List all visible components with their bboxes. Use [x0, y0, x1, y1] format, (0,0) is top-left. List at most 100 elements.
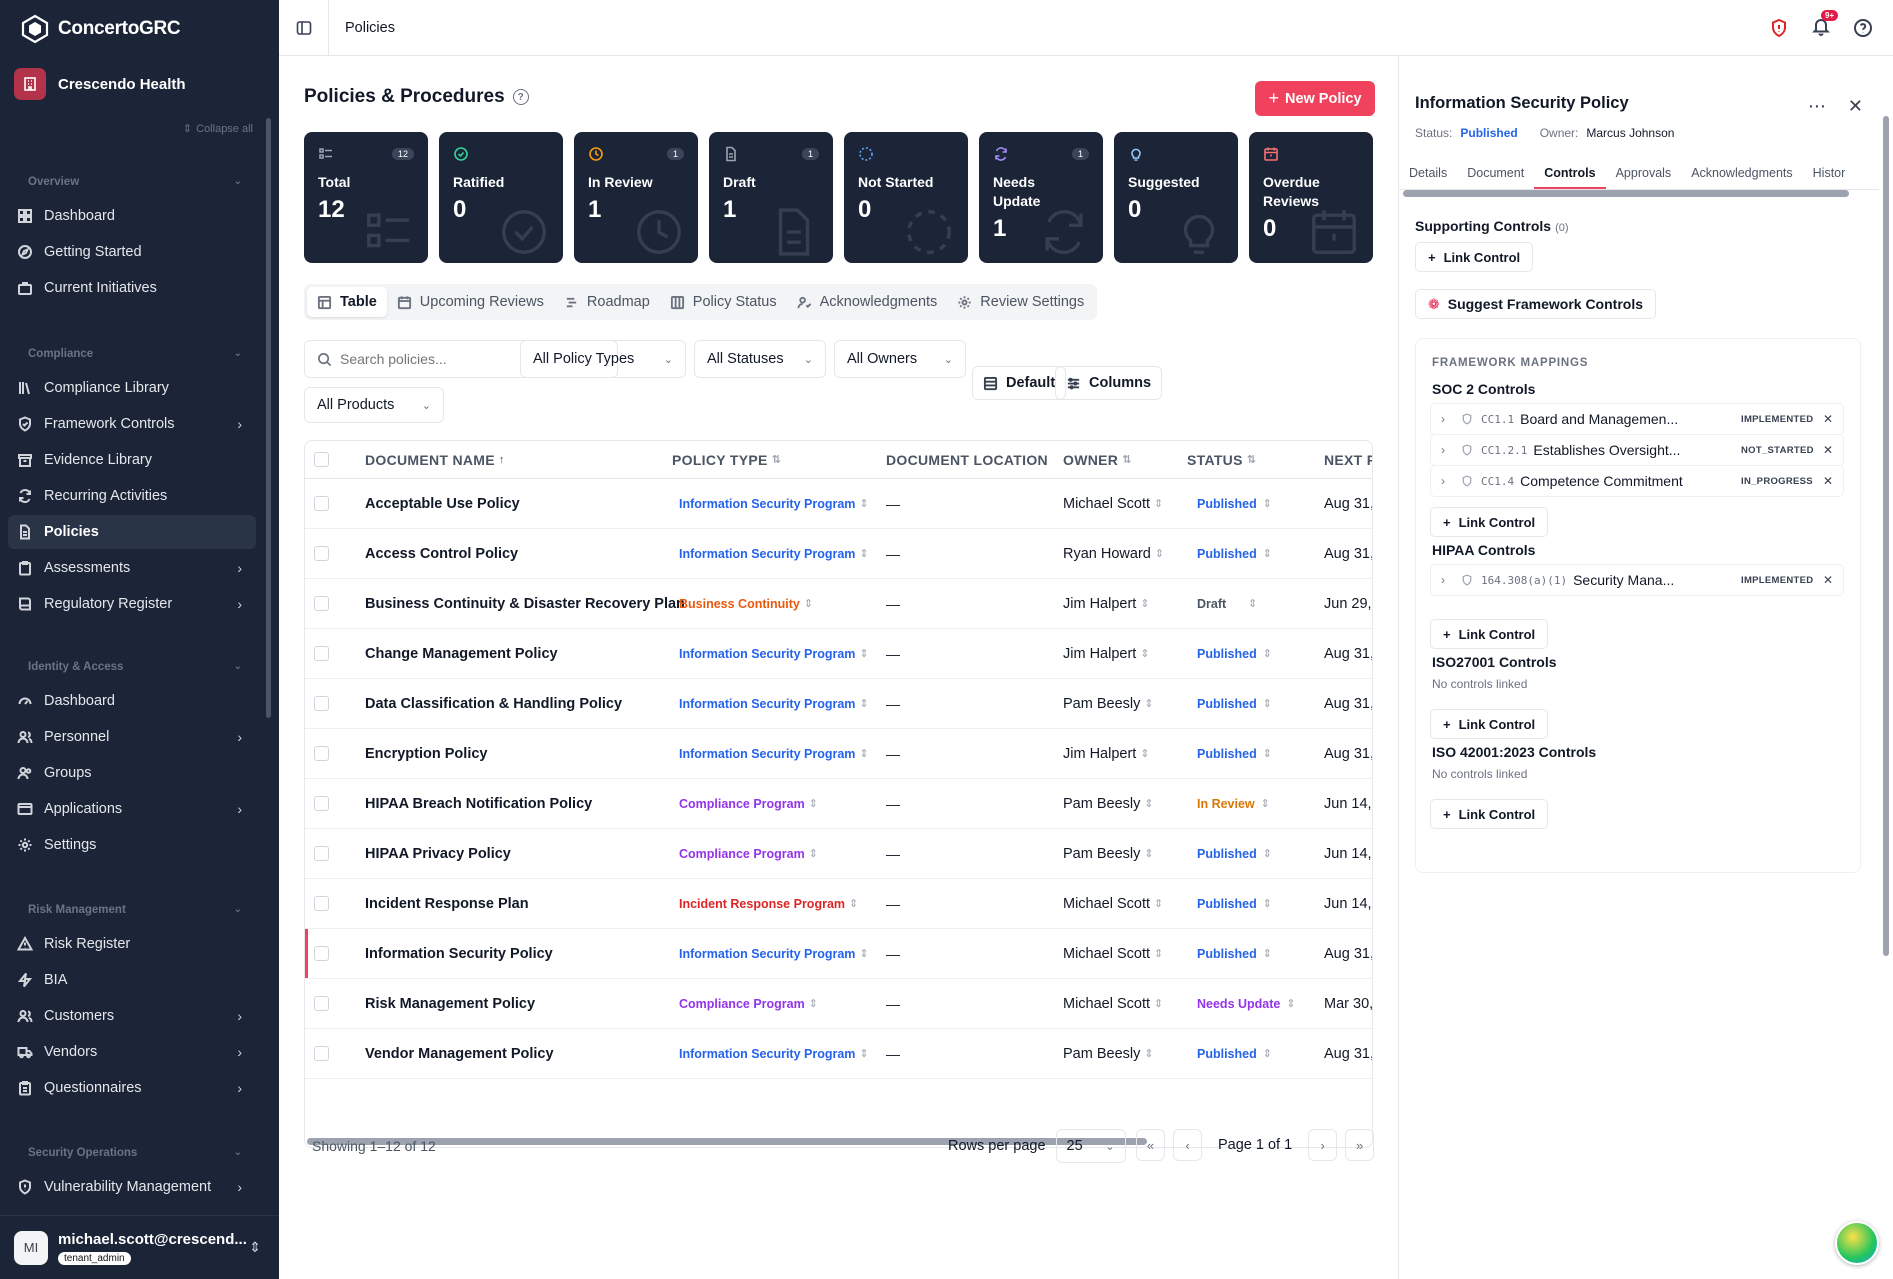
framework-control-row[interactable]: › CC1.2.1 Establishes Oversight... NOT_STAR… — [1430, 434, 1844, 466]
panel-tab-details[interactable]: Details — [1409, 166, 1448, 180]
close-icon[interactable]: ✕ — [1847, 96, 1863, 116]
status-select[interactable]: Published ⇕ — [1197, 529, 1272, 578]
policy-type-select[interactable]: Information Security Program ⇕ — [679, 729, 869, 778]
table-row[interactable]: HIPAA Privacy Policy Compliance Program ⇕ —… — [305, 829, 1372, 879]
panel-tab-histor[interactable]: Histor — [1812, 166, 1846, 180]
search-input[interactable] — [340, 351, 600, 367]
document-name[interactable]: Data Classification & Handling Policy — [365, 695, 623, 712]
default-view-button[interactable]: Default — [972, 366, 1067, 400]
row-checkbox[interactable] — [314, 679, 329, 728]
rows-per-page-select[interactable]: 25 ⌄ — [1055, 1129, 1126, 1163]
owner-select[interactable]: Michael Scott ⇕ — [1063, 929, 1163, 978]
link-control-button-hipaa[interactable]: + Link Control — [1430, 619, 1549, 649]
sidebar-section-header[interactable]: Compliance ⌄ — [28, 348, 242, 360]
columns-button[interactable]: Columns — [1055, 366, 1163, 400]
framework-control-row[interactable]: › CC1.1 Board and Managemen... IMPLEMENTED ✕ — [1430, 403, 1844, 435]
column-header-type[interactable]: POLICY TYPE ⇅ — [672, 441, 781, 478]
suggest-framework-controls-button[interactable]: ❁ Suggest Framework Controls — [1415, 289, 1656, 319]
owner-select[interactable]: Michael Scott ⇕ — [1063, 979, 1163, 1028]
status-select[interactable]: Published ⇕ — [1197, 479, 1272, 528]
link-control-button[interactable]: + Link Control — [1415, 242, 1534, 272]
policy-type-select[interactable]: Compliance Program ⇕ — [679, 979, 818, 1028]
status-select[interactable]: Published ⇕ — [1197, 629, 1272, 678]
document-name[interactable]: HIPAA Breach Notification Policy — [365, 795, 593, 812]
sidebar-item-current-initiatives[interactable]: Current Initiatives — [8, 271, 256, 305]
table-row[interactable]: Vendor Management Policy Information Secu… — [305, 1029, 1372, 1079]
sidebar-item-bia[interactable]: BIA — [8, 963, 256, 997]
sidebar-item-regulatory-register[interactable]: Regulatory Register › — [8, 587, 256, 621]
sidebar-item-assessments[interactable]: Assessments › — [8, 551, 256, 585]
document-name[interactable]: Vendor Management Policy — [365, 1045, 554, 1062]
panel-tab-approvals[interactable]: Approvals — [1615, 166, 1672, 180]
owner-select[interactable]: Pam Beesly ⇕ — [1063, 1029, 1154, 1078]
framework-control-row[interactable]: › CC1.4 Competence Commitment IN_PROGRESS ✕ — [1430, 465, 1844, 497]
sidebar-item-vendors[interactable]: Vendors › — [8, 1035, 256, 1069]
stat-card-needs-update[interactable]: 1 Needs Update 1 — [979, 132, 1103, 263]
policy-type-select[interactable]: Business Continuity ⇕ — [679, 579, 813, 628]
notifications-button[interactable]: 9+ — [1811, 10, 1839, 39]
more-icon[interactable]: ⋯ — [1807, 96, 1826, 116]
panel-tabs-scrollbar[interactable] — [1403, 190, 1849, 197]
chevron-right-icon[interactable]: › — [1441, 474, 1445, 488]
policy-type-select[interactable]: Information Security Program ⇕ — [679, 679, 869, 728]
row-checkbox[interactable] — [314, 529, 329, 578]
last-page-button[interactable]: » — [1345, 1129, 1375, 1161]
panel-vertical-scrollbar[interactable] — [1883, 116, 1889, 956]
sidebar-item-groups[interactable]: Groups — [8, 756, 256, 790]
row-checkbox[interactable] — [314, 829, 329, 878]
sidebar-section-header[interactable]: Identity & Access ⌄ — [28, 661, 242, 673]
shield-alert-icon[interactable] — [1769, 18, 1789, 38]
row-checkbox[interactable] — [314, 979, 329, 1028]
tab-review-settings[interactable]: Review Settings — [947, 287, 1094, 317]
column-header-name[interactable]: DOCUMENT NAME ↑ — [365, 441, 505, 478]
tab-acknowledgments[interactable]: Acknowledgments — [787, 287, 948, 317]
policy-type-select[interactable]: Information Security Program ⇕ — [679, 629, 869, 678]
new-policy-button[interactable]: + New Policy — [1255, 81, 1375, 116]
panel-tab-controls[interactable]: Controls — [1534, 160, 1606, 189]
owner-select[interactable]: Pam Beesly ⇕ — [1063, 829, 1154, 878]
row-checkbox[interactable] — [314, 579, 329, 628]
collapse-all-button[interactable]: ⇕ Collapse all — [183, 122, 253, 136]
owner-select[interactable]: Ryan Howard ⇕ — [1063, 529, 1164, 578]
sidebar-item-applications[interactable]: Applications › — [8, 792, 256, 826]
help-icon[interactable] — [1853, 18, 1873, 38]
remove-control-icon[interactable]: ✕ — [1823, 474, 1834, 488]
policy-type-select[interactable]: Information Security Program ⇕ — [679, 929, 869, 978]
tab-roadmap[interactable]: Roadmap — [554, 287, 660, 317]
status-filter[interactable]: All Statuses ⌄ — [694, 340, 826, 378]
sidebar-item-dashboard[interactable]: Dashboard — [8, 684, 256, 718]
document-name[interactable]: Business Continuity & Disaster Recovery … — [365, 595, 685, 612]
column-header-status[interactable]: STATUS ⇅ — [1187, 441, 1256, 478]
document-name[interactable]: Change Management Policy — [365, 645, 558, 662]
table-row[interactable]: Incident Response Plan Incident Response … — [305, 879, 1372, 929]
table-row[interactable]: Access Control Policy Information Securit… — [305, 529, 1372, 579]
tab-table[interactable]: Table — [307, 287, 387, 317]
search-box[interactable] — [304, 340, 618, 378]
select-all-checkbox[interactable] — [314, 441, 329, 478]
prev-page-button[interactable]: ‹ — [1173, 1129, 1202, 1161]
panel-tab-document[interactable]: Document — [1467, 166, 1525, 180]
status-select[interactable]: Draft ⇕ — [1197, 579, 1257, 628]
sidebar-item-questionnaires[interactable]: Questionnaires › — [8, 1071, 256, 1105]
policy-type-select[interactable]: Information Security Program ⇕ — [679, 529, 869, 578]
row-checkbox[interactable] — [314, 1029, 329, 1078]
help-circle-icon[interactable]: ? — [512, 89, 529, 105]
policy-type-select[interactable]: Information Security Program ⇕ — [679, 1029, 869, 1078]
remove-control-icon[interactable]: ✕ — [1823, 573, 1834, 587]
column-header-location[interactable]: DOCUMENT LOCATION — [886, 441, 1048, 478]
owner-select[interactable]: Pam Beesly ⇕ — [1063, 779, 1154, 828]
sidebar-item-recurring-activities[interactable]: Recurring Activities — [8, 479, 256, 513]
row-checkbox[interactable] — [314, 729, 329, 778]
table-horizontal-scrollbar[interactable] — [307, 1138, 1147, 1145]
stat-card-suggested[interactable]: Suggested 0 — [1114, 132, 1238, 263]
document-name[interactable]: Encryption Policy — [365, 745, 488, 762]
row-checkbox[interactable] — [314, 929, 329, 978]
tab-upcoming-reviews[interactable]: Upcoming Reviews — [387, 287, 554, 317]
assistant-avatar-button[interactable] — [1835, 1221, 1879, 1265]
sidebar-item-dashboard[interactable]: Dashboard — [8, 199, 256, 233]
sidebar-item-framework-controls[interactable]: Framework Controls › — [8, 407, 256, 441]
status-select[interactable]: Needs Update ⇕ — [1197, 979, 1296, 1028]
owner-select[interactable]: Jim Halpert ⇕ — [1063, 629, 1150, 678]
sidebar-item-risk-register[interactable]: Risk Register — [8, 927, 256, 961]
brand-logo[interactable]: ConcertoGRC — [20, 14, 181, 44]
